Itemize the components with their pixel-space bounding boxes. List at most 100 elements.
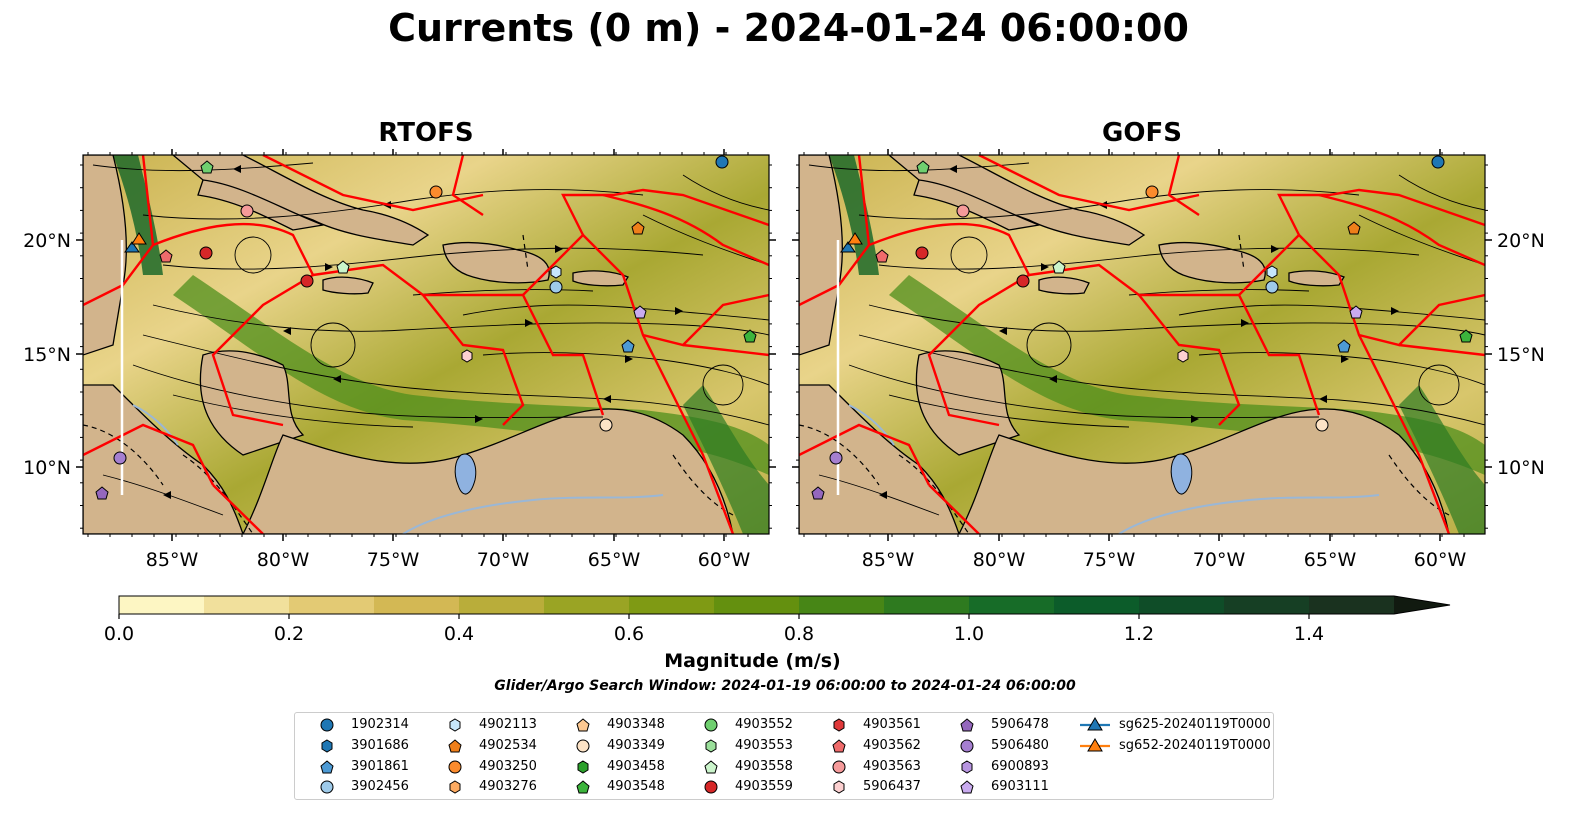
legend-label: 4903562	[863, 737, 921, 753]
circle-marker-icon	[320, 780, 334, 794]
legend-label: 4902534	[479, 737, 537, 753]
lon-tick-label: 60°W	[698, 549, 751, 571]
pentagon-marker-icon	[320, 759, 334, 774]
hexagon-marker-icon	[705, 739, 717, 753]
panel-title-gofs: GOFS	[1102, 118, 1182, 148]
legend-label: 1902314	[351, 717, 409, 732]
colorbar-segment	[629, 596, 715, 614]
hexagon-marker-icon	[449, 780, 461, 794]
lat-tick-label: 20°N	[1497, 230, 1545, 252]
map-panel-gofs	[799, 155, 1485, 534]
hexagon-marker-icon	[449, 718, 461, 732]
colorbar-segment	[799, 596, 885, 614]
legend-label: 3902456	[351, 779, 409, 795]
circle-marker-icon	[448, 760, 462, 774]
panel-title-rtofs: RTOFS	[378, 118, 474, 148]
legend-label: 4903552	[735, 717, 793, 732]
circle-marker-icon	[576, 739, 590, 753]
legend-label: 3901686	[351, 737, 409, 753]
circle-marker-icon	[320, 718, 334, 732]
float-markers-gofs	[811, 155, 1473, 500]
hexagon-marker-icon	[577, 760, 589, 774]
lat-tick-label: 15°N	[1497, 344, 1545, 366]
colorbar-segment	[714, 596, 800, 614]
lon-tick-label: 65°W	[588, 549, 641, 571]
colorbar-segment	[459, 596, 545, 614]
lon-tick-label: 75°W	[1083, 549, 1136, 571]
triangle-line-marker-icon	[1080, 717, 1110, 731]
lon-tick-label: 85°W	[146, 549, 199, 571]
legend-label: 5906478	[991, 717, 1049, 732]
circle-marker-icon	[960, 739, 974, 753]
lat-tick-label: 10°N	[23, 457, 71, 479]
circle-marker-icon	[704, 718, 718, 732]
colorbar-tick-label: 1.2	[1124, 623, 1154, 645]
hexagon-marker-icon	[833, 780, 845, 794]
legend-label: 4903348	[607, 717, 665, 732]
colorbar-segment	[544, 596, 630, 614]
lon-tick-label: 70°W	[1193, 549, 1246, 571]
legend-label: 4903561	[863, 717, 921, 732]
pentagon-marker-icon	[960, 780, 974, 794]
legend-label: 4903553	[735, 737, 793, 753]
pentagon-marker-icon	[576, 780, 590, 794]
legend-label: 6900893	[991, 758, 1049, 774]
colorbar-segment	[1054, 596, 1140, 614]
lat-tick-label: 10°N	[1497, 457, 1545, 479]
hexagon-marker-icon	[961, 760, 973, 774]
colorbar-segment	[374, 596, 460, 614]
lon-tick-label: 65°W	[1304, 549, 1357, 571]
legend-label: 6903111	[991, 779, 1049, 795]
colorbar: 0.0 0.2 0.4 0.6 0.8 1.0 1.2 1.4	[104, 595, 1451, 645]
legend-label: 3901861	[351, 758, 409, 774]
legend: 1902314 3901686 3901861 3902456 4902113 49025…	[294, 712, 1274, 800]
pentagon-marker-icon	[960, 718, 974, 732]
legend-label: 4903559	[735, 779, 793, 795]
float-markers-rtofs	[95, 155, 757, 500]
lon-tick-label: 85°W	[862, 549, 915, 571]
lat-tick-label: 20°N	[23, 230, 71, 252]
colorbar-segment	[884, 596, 970, 614]
triangle-line-marker-icon	[1080, 737, 1110, 752]
colorbar-tick-label: 0.4	[444, 623, 474, 645]
colorbar-segment	[289, 596, 375, 614]
legend-label: 4902113	[479, 717, 537, 732]
lon-tick-label: 80°W	[257, 549, 310, 571]
pentagon-marker-icon	[448, 739, 462, 753]
pentagon-marker-icon	[704, 759, 718, 774]
legend-label: 5906480	[991, 737, 1049, 753]
map-panel-rtofs	[83, 155, 769, 534]
pentagon-marker-icon	[576, 718, 590, 732]
colorbar-segment	[969, 596, 1055, 614]
legend-label: 4903250	[479, 758, 537, 774]
hexagon-marker-icon	[833, 718, 845, 732]
colorbar-tick-label: 0.0	[104, 623, 134, 645]
lon-tick-label: 75°W	[367, 549, 420, 571]
colorbar-tick-label: 0.6	[614, 623, 644, 645]
lon-tick-label: 80°W	[973, 549, 1026, 571]
legend-label: 4903548	[607, 779, 665, 795]
legend-label: 4903558	[735, 758, 793, 774]
legend-label: 4903458	[607, 758, 665, 774]
legend-label: 4903276	[479, 779, 537, 795]
colorbar-segment	[1139, 596, 1225, 614]
hexagon-marker-icon	[321, 739, 333, 753]
colorbar-tick-label: 0.8	[784, 623, 814, 645]
legend-label: 5906437	[863, 779, 921, 795]
figure-title: Currents (0 m) - 2024-01-24 06:00:00	[388, 6, 1189, 50]
lon-tick-label: 70°W	[477, 549, 530, 571]
colorbar-segment	[119, 596, 205, 614]
legend-label: sg625-20240119T0000	[1119, 717, 1271, 732]
lon-tick-label: 60°W	[1414, 549, 1467, 571]
pentagon-marker-icon	[832, 739, 846, 753]
legend-label: sg652-20240119T0000	[1119, 737, 1271, 753]
search-window-note: Glider/Argo Search Window: 2024-01-19 06…	[494, 678, 1076, 694]
lat-tick-label: 15°N	[23, 344, 71, 366]
circle-marker-icon	[704, 780, 718, 794]
colorbar-extend-arrow	[1394, 596, 1450, 614]
legend-label: 4903563	[863, 758, 921, 774]
colorbar-segment	[1224, 596, 1310, 614]
colorbar-tick-label: 1.0	[954, 623, 984, 645]
colorbar-tick-label: 0.2	[274, 623, 304, 645]
